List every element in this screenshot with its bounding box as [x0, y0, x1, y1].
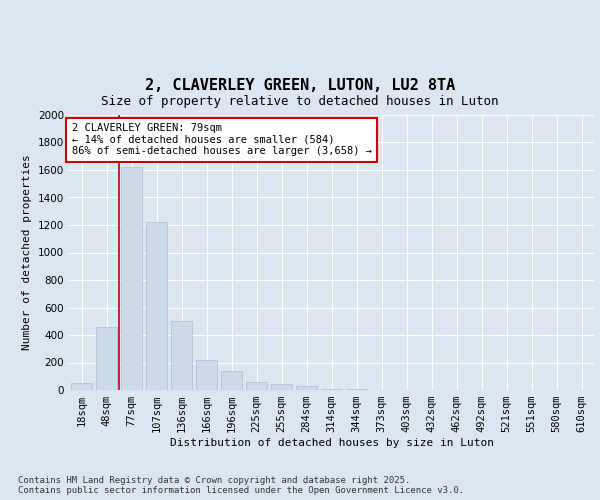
Bar [71, 383, 92, 390]
Bar [271, 384, 292, 390]
Bar [121, 167, 142, 390]
Text: Contains HM Land Registry data © Crown copyright and database right 2025.
Contai: Contains HM Land Registry data © Crown c… [18, 476, 464, 495]
Bar [146, 222, 167, 390]
Bar [296, 386, 317, 390]
Text: 2 CLAVERLEY GREEN: 79sqm
← 14% of detached houses are smaller (584)
86% of semi-: 2 CLAVERLEY GREEN: 79sqm ← 14% of detach… [71, 123, 371, 156]
Bar [96, 327, 117, 390]
Y-axis label: Number of detached properties: Number of detached properties [22, 154, 32, 350]
Bar [221, 372, 242, 390]
Bar [246, 382, 267, 390]
Bar [196, 360, 217, 390]
Text: 2, CLAVERLEY GREEN, LUTON, LU2 8TA: 2, CLAVERLEY GREEN, LUTON, LU2 8TA [145, 78, 455, 92]
Text: Size of property relative to detached houses in Luton: Size of property relative to detached ho… [101, 94, 499, 108]
X-axis label: Distribution of detached houses by size in Luton: Distribution of detached houses by size … [170, 438, 493, 448]
Bar [171, 322, 192, 390]
Bar [321, 388, 342, 390]
